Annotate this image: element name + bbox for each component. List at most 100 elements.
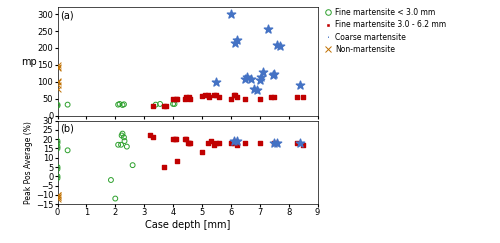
Point <box>232 95 240 99</box>
Point <box>212 80 220 84</box>
Point <box>54 63 62 67</box>
Point <box>210 143 218 147</box>
Point <box>198 150 206 154</box>
Point <box>54 79 62 83</box>
Point <box>216 141 224 145</box>
Point <box>174 97 182 101</box>
Point <box>230 139 237 143</box>
Point <box>230 141 237 145</box>
Point <box>276 44 284 48</box>
Point <box>185 141 193 145</box>
Point <box>185 95 193 99</box>
Point <box>152 103 160 107</box>
Point <box>54 165 62 169</box>
Point <box>162 104 170 108</box>
Point <box>54 141 62 145</box>
Point <box>54 147 62 150</box>
Point <box>186 141 194 145</box>
Point <box>198 94 206 98</box>
Point <box>232 143 240 147</box>
Point <box>270 141 278 145</box>
Point <box>206 139 214 143</box>
Point <box>227 141 235 145</box>
Point <box>118 132 126 136</box>
Point <box>256 141 264 145</box>
Point <box>216 95 224 99</box>
Point <box>54 176 62 180</box>
Point <box>299 143 307 147</box>
Point <box>253 88 261 92</box>
Point <box>256 78 264 82</box>
Point <box>114 103 122 107</box>
Text: (a): (a) <box>60 10 74 21</box>
Point <box>205 95 213 99</box>
Point <box>54 104 62 108</box>
Point <box>268 73 276 77</box>
Point <box>54 167 62 171</box>
Point <box>146 133 154 137</box>
Point <box>231 41 239 45</box>
Point <box>160 104 168 108</box>
Point <box>149 104 157 108</box>
Point <box>257 75 265 79</box>
Point <box>232 139 240 143</box>
Point <box>54 195 62 199</box>
Point <box>247 77 255 80</box>
Point <box>242 77 250 81</box>
Point <box>128 163 136 167</box>
Point <box>149 135 157 139</box>
Point <box>174 159 182 163</box>
Point <box>118 133 126 137</box>
Point <box>294 95 302 99</box>
Point <box>270 72 278 76</box>
Point <box>273 141 281 145</box>
Point <box>242 75 250 79</box>
Point <box>54 145 62 148</box>
Point <box>54 65 62 69</box>
Point <box>172 97 180 101</box>
Point <box>54 139 62 143</box>
Y-axis label: Peak Pos Average (%): Peak Pos Average (%) <box>24 121 33 204</box>
Point <box>54 197 62 200</box>
Point <box>123 145 131 148</box>
Point <box>118 103 126 107</box>
Point <box>120 102 128 106</box>
Point <box>180 137 188 141</box>
Point <box>232 38 240 42</box>
Point <box>182 95 190 99</box>
Point <box>231 94 239 97</box>
Point <box>294 141 302 145</box>
Point <box>299 95 307 99</box>
Point <box>54 87 62 91</box>
Point <box>264 27 272 31</box>
Point <box>169 102 177 106</box>
Point <box>117 143 125 147</box>
Point <box>54 193 62 197</box>
Point <box>184 141 192 145</box>
Point <box>204 141 212 145</box>
Point <box>114 143 122 147</box>
Point <box>201 94 209 97</box>
Point <box>296 83 304 87</box>
Point <box>231 139 239 143</box>
Point <box>182 137 190 141</box>
Point <box>64 103 72 107</box>
Point <box>64 148 72 152</box>
Point <box>227 97 235 101</box>
Point <box>120 139 128 143</box>
Point <box>210 94 218 97</box>
Point <box>258 70 266 74</box>
Point <box>54 66 62 70</box>
Point <box>272 141 280 145</box>
Point <box>54 103 62 107</box>
Point <box>184 96 192 100</box>
Point <box>156 102 164 106</box>
X-axis label: Case depth [mm]: Case depth [mm] <box>145 220 230 230</box>
Point <box>270 141 278 145</box>
Point <box>256 97 264 101</box>
Point <box>273 43 281 47</box>
Point <box>112 197 120 200</box>
Point <box>230 94 237 97</box>
Point <box>54 193 62 197</box>
Point <box>54 195 62 199</box>
